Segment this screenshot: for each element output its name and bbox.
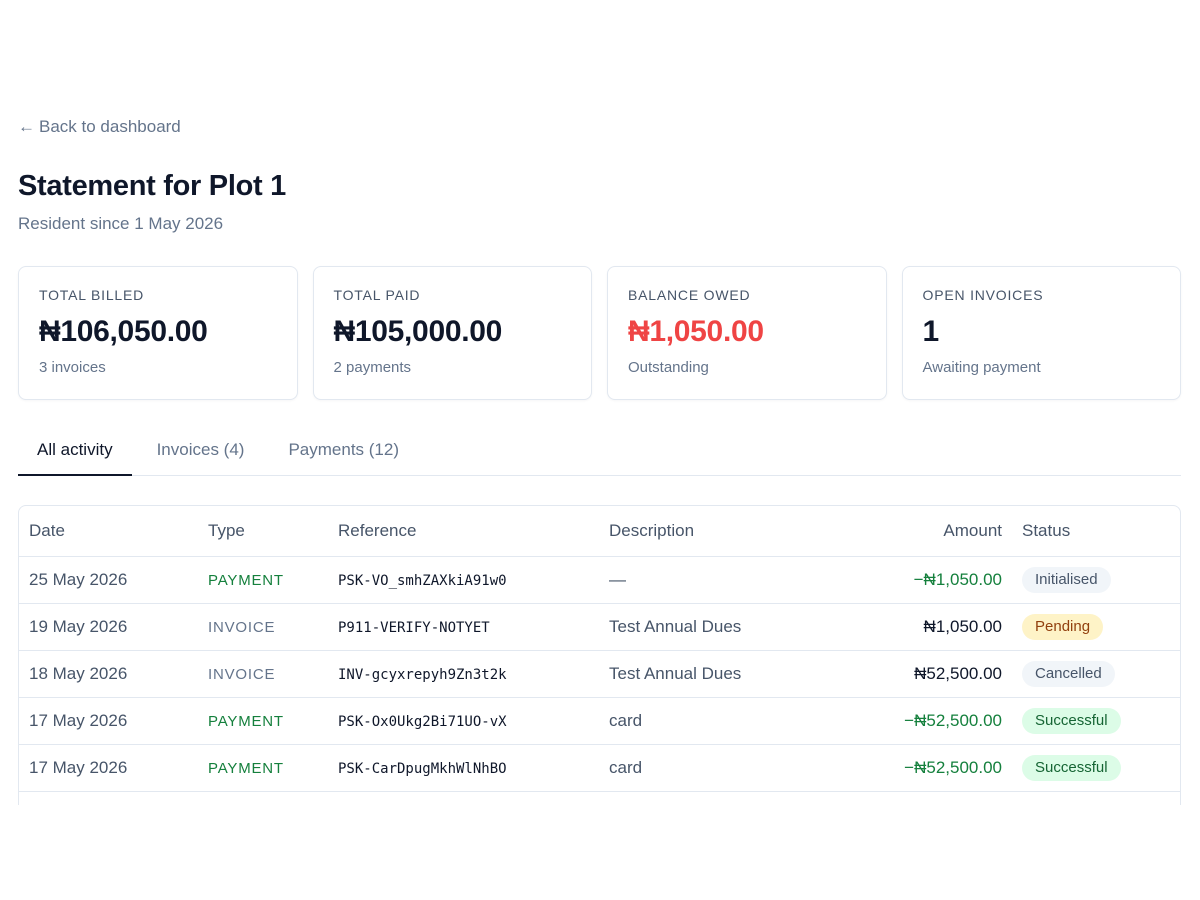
row-reference: P911-VERIFY-NOTYET [338, 619, 490, 636]
row-date: 17 May 2026 [19, 697, 198, 745]
column-header-reference[interactable]: Reference [328, 506, 599, 557]
table-header-row: Date Type Reference Description Amount S… [19, 506, 1180, 557]
page-subtitle: Resident since 1 May 2026 [18, 214, 224, 233]
column-header-type[interactable]: Type [198, 506, 328, 557]
card-note: 3 invoices [39, 359, 106, 376]
status-badge: Successful [1022, 754, 1121, 781]
column-header-status[interactable]: Status [1012, 506, 1180, 557]
card-label: OPEN INVOICES [922, 287, 1044, 303]
card-note: 2 payments [333, 359, 412, 376]
row-type: INVOICE [208, 618, 276, 636]
row-date: 19 May 2026 [19, 603, 198, 651]
table-row[interactable]: 17 May 2026 PAYMENT PSK-CarDpugMkhWlNhBO… [19, 744, 1180, 792]
card-label: BALANCE OWED [628, 287, 751, 303]
card-value: ₦105,000.00 [333, 315, 503, 348]
row-amount: ₦52,500.00 [799, 650, 1012, 698]
row-type: PAYMENT [208, 712, 284, 730]
status-badge: Initialised [1022, 566, 1111, 593]
row-description: card [599, 697, 799, 745]
column-header-date[interactable]: Date [19, 506, 198, 557]
row-description: — [599, 556, 799, 604]
activity-table: Date Type Reference Description Amount S… [18, 505, 1181, 805]
back-to-dashboard-link[interactable]: ← Back to dashboard [18, 117, 181, 137]
total-billed-card: TOTAL BILLED ₦106,050.00 3 invoices [18, 266, 298, 400]
status-badge: Successful [1022, 707, 1121, 734]
open-invoices-card: OPEN INVOICES 1 Awaiting payment [901, 266, 1181, 400]
card-note: Awaiting payment [922, 359, 1041, 376]
table-row[interactable]: 17 May 2026 PAYMENT PSK-Ox0Ukg2Bi71UO-vX… [19, 697, 1180, 745]
row-amount: −₦1,050.00 [799, 556, 1012, 604]
row-date: 25 May 2026 [19, 556, 198, 604]
total-paid-card: TOTAL PAID ₦105,000.00 2 payments [312, 266, 592, 400]
row-description: Test Annual Dues [599, 650, 799, 698]
tab-invoices[interactable]: Invoices (4) [156, 440, 245, 459]
summary-cards: TOTAL BILLED ₦106,050.00 3 invoices TOTA… [18, 266, 1181, 400]
status-badge: Pending [1022, 613, 1104, 640]
card-label: TOTAL PAID [333, 287, 421, 303]
table-row[interactable]: 19 May 2026 INVOICE P911-VERIFY-NOTYET T… [19, 603, 1180, 651]
row-reference: PSK-Ox0Ukg2Bi71UO-vX [338, 713, 507, 730]
row-type: PAYMENT [208, 759, 284, 777]
row-date: 17 May 2026 [19, 744, 198, 792]
tab-all-activity[interactable]: All activity [18, 428, 132, 476]
row-description: card [599, 744, 799, 792]
column-header-amount[interactable]: Amount [799, 506, 1012, 557]
column-header-description[interactable]: Description [599, 506, 799, 557]
row-type: PAYMENT [208, 571, 284, 589]
card-value: ₦1,050.00 [628, 315, 764, 348]
activity-tabs: All activity Invoices (4) Payments (12) [18, 428, 1181, 476]
tab-payments[interactable]: Payments (12) [288, 440, 399, 459]
row-amount: −₦52,500.00 [799, 744, 1012, 792]
row-reference: PSK-VO_smhZAXkiA91w0 [338, 572, 507, 589]
status-badge: Cancelled [1022, 660, 1115, 687]
row-reference: INV-gcyxrepyh9Zn3t2k [338, 666, 507, 683]
card-note: Outstanding [628, 359, 709, 376]
back-link-label: Back to dashboard [39, 117, 181, 136]
row-type: INVOICE [208, 665, 276, 683]
balance-owed-card: BALANCE OWED ₦1,050.00 Outstanding [607, 266, 887, 400]
row-description: Test Annual Dues [599, 603, 799, 651]
row-reference: PSK-CarDpugMkhWlNhBO [338, 760, 507, 777]
card-label: TOTAL BILLED [39, 287, 145, 303]
table-row[interactable]: 18 May 2026 INVOICE INV-gcyxrepyh9Zn3t2k… [19, 650, 1180, 698]
row-amount: −₦52,500.00 [799, 697, 1012, 745]
row-amount: ₦1,050.00 [799, 603, 1012, 651]
page-title: Statement for Plot 1 [18, 170, 286, 202]
arrow-left-icon: ← [18, 117, 35, 136]
card-value: ₦106,050.00 [39, 315, 208, 348]
table-row[interactable]: 25 May 2026 PAYMENT PSK-VO_smhZAXkiA91w0… [19, 556, 1180, 604]
row-date: 18 May 2026 [19, 650, 198, 698]
card-value: 1 [922, 315, 940, 348]
